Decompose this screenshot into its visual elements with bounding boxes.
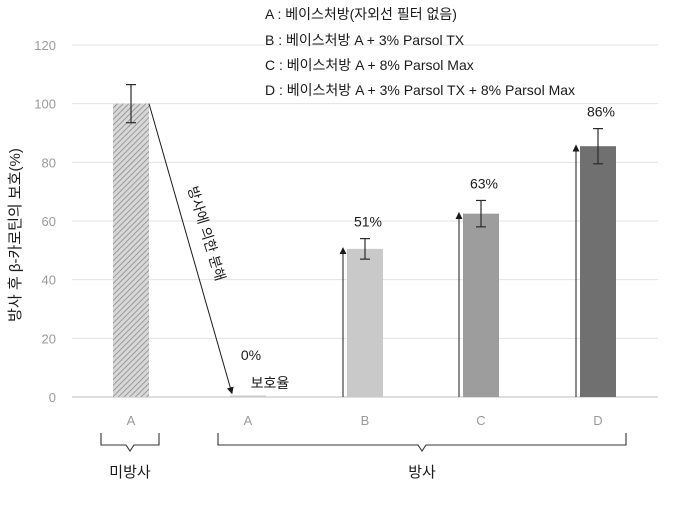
data-label: 63% (470, 175, 498, 191)
bar (347, 248, 383, 397)
y-tick-label: 80 (42, 155, 56, 170)
x-tick-label: B (361, 413, 370, 428)
legend: A : 베이스처방(자외선 필터 없음) B : 베이스처방 A + 3% Par… (265, 6, 575, 98)
decay-annotation: 방사에 의한 분해 (185, 184, 229, 282)
error-bars (126, 83, 603, 260)
x-tick-label: D (593, 413, 602, 428)
arrows (148, 103, 580, 397)
legend-item: C : 베이스처방 A + 8% Parsol Max (265, 57, 474, 73)
data-labels: 0% 51% 63% 86% (241, 104, 615, 363)
decay-arrow (148, 103, 234, 395)
bars (113, 103, 616, 398)
legend-item: D : 베이스처방 A + 3% Parsol TX + 8% Parsol M… (265, 82, 575, 98)
x-tick-label: A (127, 413, 136, 428)
y-axis-label: 방사 후 β-카로틴의 보호(%) (7, 148, 24, 322)
group-label: 미방사 (109, 464, 151, 481)
data-label: 86% (587, 104, 615, 120)
group-label: 방사 (408, 464, 436, 481)
data-label: 0% (241, 347, 261, 363)
y-tick-label: 100 (34, 97, 56, 112)
bar (113, 103, 149, 398)
legend-item: B : 베이스처방 A + 3% Parsol TX (265, 32, 465, 48)
y-tick-label: 20 (42, 331, 56, 346)
group-brackets: 미방사 방사 (100, 433, 627, 481)
legend-item: A : 베이스처방(자외선 필터 없음) (265, 6, 457, 22)
y-tick-label: 60 (42, 214, 56, 229)
protection-annotation: 보호율 (251, 375, 290, 391)
group-bracket (217, 433, 627, 452)
bar (230, 395, 266, 398)
y-tick-label: 120 (34, 38, 56, 53)
x-tick-label: A (244, 413, 253, 428)
group-bracket (100, 433, 160, 452)
bar (463, 213, 499, 397)
bar (580, 146, 616, 397)
y-axis-ticks: 0 20 40 60 80 100 120 (34, 38, 56, 405)
x-tick-label: C (476, 413, 485, 428)
y-tick-label: 40 (42, 273, 56, 288)
y-tick-label: 0 (49, 390, 56, 405)
data-label: 51% (354, 214, 382, 230)
